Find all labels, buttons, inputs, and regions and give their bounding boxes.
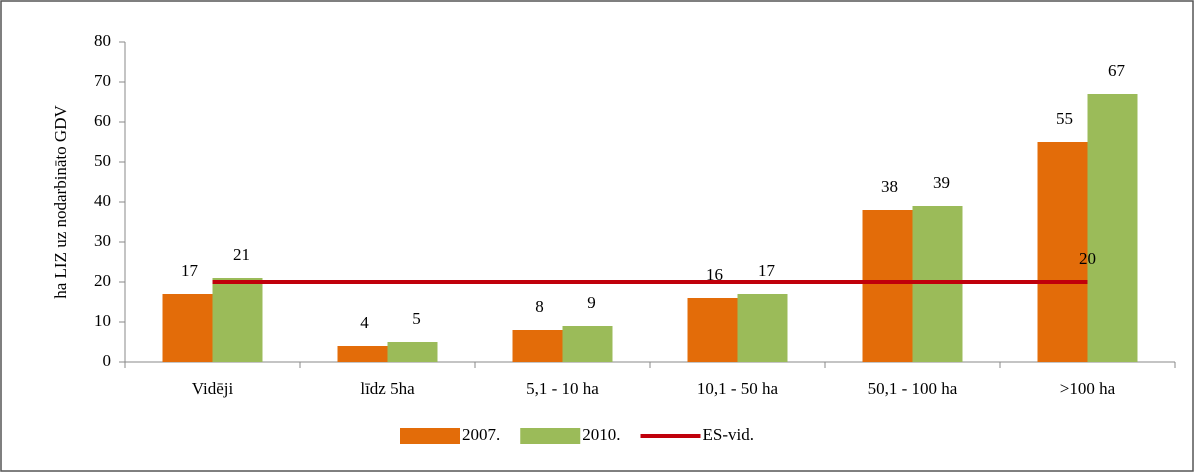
legend-swatch: [400, 428, 460, 444]
data-label: 4: [360, 313, 369, 332]
bar: [337, 346, 388, 362]
y-tick-label: 40: [94, 191, 111, 210]
x-tick-label: Vidēji: [192, 379, 234, 398]
data-label: 17: [758, 261, 776, 280]
x-tick-label: 5,1 - 10 ha: [526, 379, 599, 398]
x-tick-label: līdz 5ha: [360, 379, 415, 398]
bar: [687, 298, 738, 362]
data-label: 16: [706, 265, 723, 284]
x-tick-label: >100 ha: [1060, 379, 1116, 398]
data-label: 5: [412, 309, 421, 328]
y-tick-label: 60: [94, 111, 111, 130]
bar: [512, 330, 563, 362]
data-label: 39: [933, 173, 950, 192]
legend-label: 2010.: [582, 425, 620, 444]
data-label: 38: [881, 177, 898, 196]
legend-label: 2007.: [462, 425, 500, 444]
y-tick-label: 10: [94, 311, 111, 330]
y-tick-label: 30: [94, 231, 111, 250]
bar: [562, 326, 613, 362]
x-tick-label: 50,1 - 100 ha: [868, 379, 958, 398]
bar: [162, 294, 213, 362]
data-label: 20: [1079, 249, 1096, 268]
data-label: 8: [535, 297, 544, 316]
y-tick-label: 80: [94, 31, 111, 50]
legend-label: ES-vid.: [703, 425, 754, 444]
bar: [387, 342, 438, 362]
data-label: 9: [587, 293, 596, 312]
y-tick-label: 20: [94, 271, 111, 290]
bar: [1087, 94, 1138, 362]
y-tick-label: 70: [94, 71, 111, 90]
x-tick-label: 10,1 - 50 ha: [697, 379, 779, 398]
bar: [1037, 142, 1088, 362]
data-label: 55: [1056, 109, 1073, 128]
y-tick-label: 0: [103, 351, 112, 370]
data-label: 21: [233, 245, 250, 264]
data-label: 17: [181, 261, 199, 280]
y-axis-label: ha LIZ uz nodarbināto GDV: [51, 105, 70, 299]
bar: [862, 210, 913, 362]
bar: [737, 294, 788, 362]
bar: [212, 278, 263, 362]
data-label: 67: [1108, 61, 1126, 80]
legend-swatch: [520, 428, 581, 444]
y-tick-label: 50: [94, 151, 111, 170]
